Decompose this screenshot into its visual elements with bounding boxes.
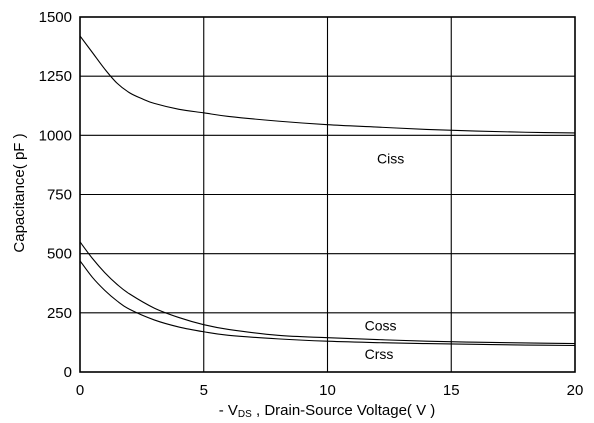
y-tick-label-0: 0 — [64, 364, 72, 381]
x-axis-label-suffix: , Drain-Source Voltage( V ) — [252, 402, 435, 419]
curves — [79, 35, 576, 347]
x-tick-label-5: 5 — [200, 382, 208, 399]
x-tick-label-20: 20 — [567, 382, 584, 399]
y-tick-label-750: 750 — [47, 187, 72, 204]
grid-lines — [80, 17, 575, 372]
series-ciss-label: Ciss — [377, 151, 404, 167]
y-tick-label-1250: 1250 — [39, 68, 72, 85]
y-tick-label-1000: 1000 — [39, 127, 72, 144]
tick-labels: 0 5 10 15 20 0 250 500 750 1000 1250 1500 — [39, 9, 584, 399]
y-axis-label: Capacitance( pF ) — [11, 133, 28, 252]
x-axis-label-subscript: DS — [238, 409, 252, 420]
y-tick-label-250: 250 — [47, 305, 72, 322]
series-coss-curve — [79, 241, 576, 345]
x-axis-label-prefix: - V — [219, 402, 238, 419]
x-tick-label-0: 0 — [76, 382, 84, 399]
series-ciss-curve — [79, 35, 576, 134]
series-labels: Ciss Coss Crss — [365, 151, 405, 362]
x-tick-label-15: 15 — [443, 382, 460, 399]
x-tick-label-10: 10 — [319, 382, 336, 399]
y-tick-label-1500: 1500 — [39, 9, 72, 26]
y-tick-label-500: 500 — [47, 246, 72, 263]
series-coss-label: Coss — [365, 318, 397, 334]
x-axis-label: - VDS , Drain-Source Voltage( V ) — [219, 402, 436, 420]
series-crss-curve — [79, 260, 576, 347]
series-crss-label: Crss — [365, 346, 394, 362]
plot-frame — [79, 16, 576, 373]
